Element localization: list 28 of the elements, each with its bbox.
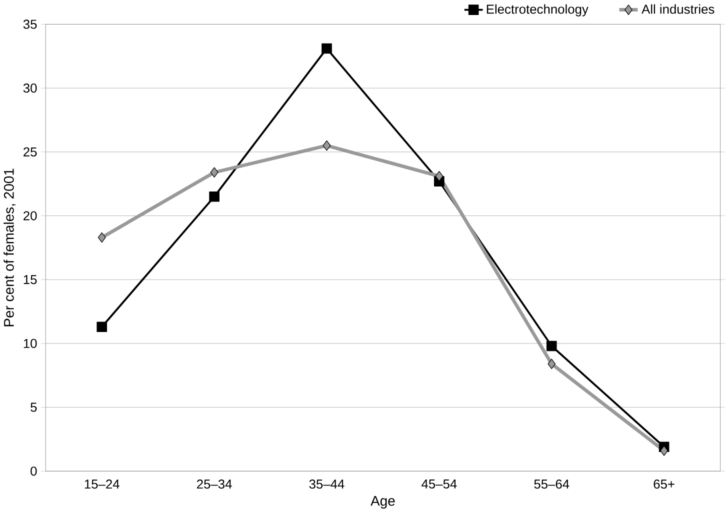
x-tick-label: 15–24	[84, 479, 120, 489]
point	[322, 43, 332, 54]
y-tick-label: 30	[23, 83, 37, 93]
x-axis-title: Age	[370, 496, 395, 508]
y-tick-label: 10	[24, 338, 37, 348]
point	[435, 170, 444, 182]
y-tick-label: 35	[23, 20, 37, 29]
x-tick-label: 25–34	[197, 479, 232, 489]
point	[660, 445, 668, 456]
x-tick-label: 55–64	[534, 479, 570, 489]
y-tick-label: 15	[24, 275, 37, 284]
point	[546, 340, 557, 352]
y-tick-label: 25	[24, 147, 37, 156]
point	[96, 322, 108, 332]
x-tick-label: 65+	[654, 479, 674, 489]
x-tick-label: 45–54	[422, 479, 457, 488]
point	[210, 167, 218, 178]
point	[548, 358, 556, 369]
y-axis-title: Per cent of females, 2001	[4, 168, 16, 326]
point	[322, 140, 331, 151]
x-tick-label: 35–44	[309, 479, 344, 489]
y-tick-label: 5	[30, 402, 37, 412]
legend-label: All industries	[642, 4, 714, 14]
y-tick-label: 20	[24, 211, 37, 220]
y-tick-label: 0	[30, 466, 37, 476]
legend-label: Electrotechnology	[486, 4, 588, 16]
point	[98, 232, 106, 243]
point	[209, 191, 220, 202]
